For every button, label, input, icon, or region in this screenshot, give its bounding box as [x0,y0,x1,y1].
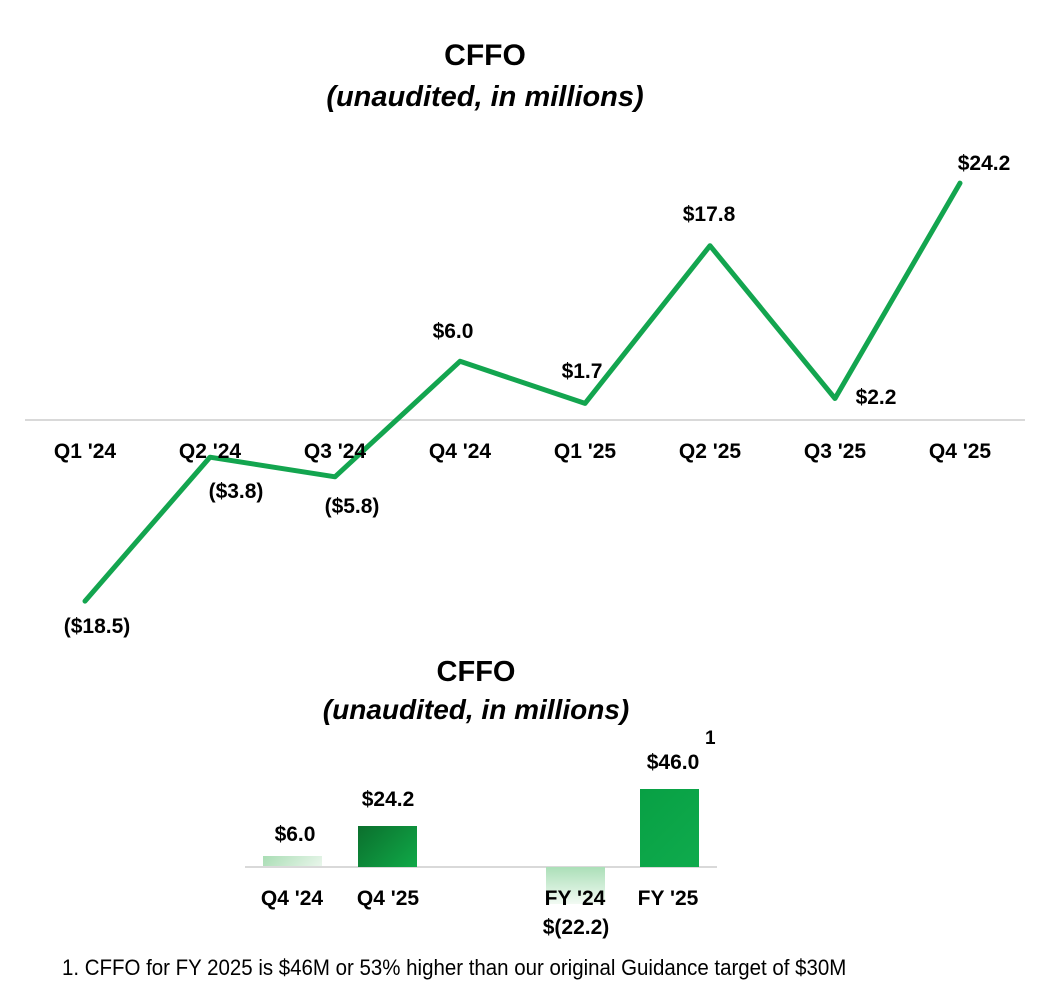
footnote: 1. CFFO for FY 2025 is $46M or 53% highe… [62,955,847,980]
data-label: $24.2 [361,788,415,811]
x-axis-label: Q3 '24 [303,440,367,463]
line-chart-title: CFFO [444,39,526,72]
x-axis-label: Q2 '25 [678,440,742,463]
x-axis-label: Q2 '24 [178,440,242,463]
bar-chart-x-axis [245,865,717,868]
bar-q4-24 [262,856,322,867]
x-axis-label: FY '24 [544,887,606,910]
x-axis-label: Q4 '25 [356,887,420,910]
bar-chart-subtitle: (unaudited, in millions) [322,694,630,725]
bar-chart-title-block: CFFO (unaudited, in millions) [0,652,952,727]
bar-q4-25 [358,825,417,867]
x-axis-label: Q4 '24 [428,440,492,463]
line-chart-subtitle: (unaudited, in millions) [326,81,644,113]
cffo-series-line [82,180,963,604]
x-axis-label: FY '25 [637,887,699,910]
data-label: ($3.8) [208,480,264,503]
bar-chart-title: CFFO [436,656,516,688]
data-label: $24.2 [957,152,1011,175]
x-axis-label: Q1 '25 [553,440,617,463]
data-label: $46.0 [646,751,700,774]
x-axis-label: Q3 '25 [803,440,867,463]
bar-fy-24 [545,866,605,905]
data-label: $17.8 [682,203,736,226]
data-label: $6.0 [274,823,316,846]
data-label: ($18.5) [63,615,131,638]
data-label: $6.0 [432,320,474,343]
bar-fy-25 [640,788,699,867]
footnote-marker: 1 [705,728,716,749]
x-axis-label: Q1 '24 [53,440,117,463]
line-chart-canvas [25,180,1025,604]
x-axis-label: Q4 '24 [260,887,324,910]
data-label: ($5.8) [324,495,380,518]
data-label: $(22.2) [542,916,610,939]
data-label: $2.2 [855,386,897,409]
x-axis-label: Q4 '25 [928,440,992,463]
line-chart-title-block: CFFO (unaudited, in millions) [0,34,970,116]
data-label: $1.7 [561,360,603,383]
